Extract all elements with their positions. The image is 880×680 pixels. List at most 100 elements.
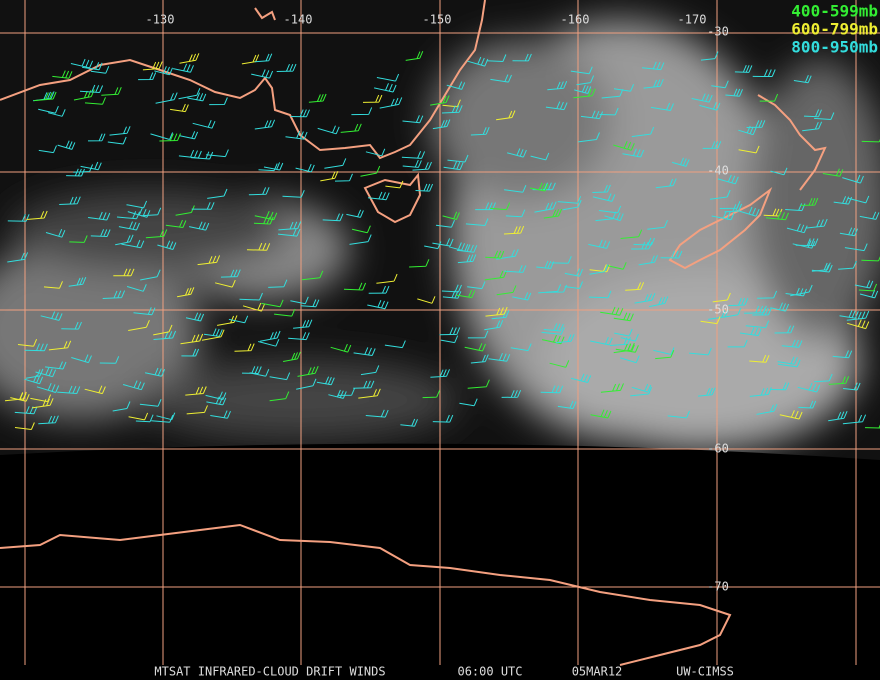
wind-barb [84, 385, 106, 395]
wind-barb [178, 88, 201, 100]
wind-barb [376, 273, 398, 284]
wind-barb [464, 343, 486, 352]
wind-barb [727, 339, 748, 348]
wind-barb [402, 115, 424, 124]
wind-barb [813, 373, 833, 383]
wind-barb [10, 392, 30, 402]
wind-barb [557, 400, 577, 409]
wind-barb [417, 296, 436, 304]
wind-barb [641, 61, 665, 71]
wind-barb [7, 214, 30, 222]
wind-barb [140, 269, 161, 281]
wind-barb [401, 151, 426, 159]
wind-barb [57, 385, 81, 394]
wind-barb [631, 126, 655, 138]
wind-barb [598, 205, 622, 214]
wind-barb [600, 306, 624, 316]
wind-barb [290, 109, 310, 118]
wind-barb [589, 264, 609, 275]
wind-barb [759, 93, 779, 102]
wind-barb [133, 307, 156, 316]
wind-barb [728, 297, 749, 307]
wind-barb [346, 209, 364, 218]
wind-barb [7, 252, 29, 263]
wind-barb [220, 269, 241, 278]
wind-barb [459, 398, 478, 407]
wind-barb [432, 414, 454, 423]
wind-barb [269, 391, 290, 402]
wind-barb [351, 225, 371, 234]
wind-barb [122, 380, 145, 391]
wind-barb [667, 410, 690, 419]
wind-barb [340, 123, 362, 133]
wind-barb [258, 339, 280, 347]
wind-barb [738, 145, 760, 154]
wind-barb [467, 281, 486, 290]
wind-barb [505, 209, 526, 218]
wind-barb [201, 329, 225, 341]
wind-barb [467, 330, 489, 339]
wind-barb [79, 84, 104, 93]
wind-barb [269, 372, 291, 381]
wind-barb [467, 56, 489, 67]
wind-barb [547, 81, 568, 91]
wind-barb [384, 340, 406, 349]
wind-barb [749, 354, 770, 363]
wind-barb [45, 361, 67, 370]
wind-barb [343, 282, 367, 291]
wind-barb [439, 327, 461, 336]
wind-barb [797, 382, 821, 393]
wind-barb [47, 109, 66, 117]
wind-barb [443, 161, 464, 171]
wind-barb [71, 354, 92, 364]
wind-barb [254, 211, 278, 221]
wind-barb [430, 369, 450, 378]
wind-barb [209, 97, 228, 106]
wind-barb [432, 119, 451, 130]
wind-barb [156, 412, 176, 421]
wind-barb [210, 410, 231, 419]
wind-barb [139, 399, 162, 407]
wind-barb [475, 202, 496, 211]
wind-barb [205, 391, 227, 400]
wind-barb [351, 107, 373, 116]
wind-barb [457, 254, 477, 264]
wind-barb [842, 174, 864, 184]
wind-barb [530, 152, 550, 161]
wind-barb [179, 53, 200, 64]
wind-barb [588, 239, 611, 249]
wind-barb [739, 327, 762, 337]
wind-barb [360, 365, 380, 376]
wind-barb [324, 158, 347, 169]
wind-barb [300, 299, 320, 308]
wind-barb [69, 235, 88, 243]
wind-barb [52, 70, 73, 79]
wind-barb [400, 418, 418, 427]
wind-barb [613, 141, 635, 151]
wind-barb [504, 185, 527, 193]
wind-barb [441, 105, 463, 114]
wind-barb [263, 162, 284, 171]
wind-barb [756, 404, 778, 415]
wind-barb [40, 311, 63, 321]
wind-barb [649, 296, 669, 308]
wind-barb [496, 285, 517, 296]
wind-barb [765, 211, 789, 221]
wind-barb [506, 148, 527, 158]
wind-barb [574, 84, 592, 94]
wind-barb [613, 342, 635, 354]
wind-barb [844, 243, 868, 252]
wind-barb [440, 335, 459, 344]
wind-barb [576, 75, 595, 86]
wind-barb [832, 350, 853, 359]
wind-barb [301, 270, 324, 281]
wind-barb [367, 191, 390, 201]
wind-barb [564, 268, 584, 277]
wind-barb [126, 284, 147, 292]
wind-barb [470, 354, 489, 364]
wind-barb [447, 154, 469, 163]
wind-barb [353, 347, 376, 356]
wind-barb [185, 312, 205, 322]
wind-barb [551, 256, 572, 264]
